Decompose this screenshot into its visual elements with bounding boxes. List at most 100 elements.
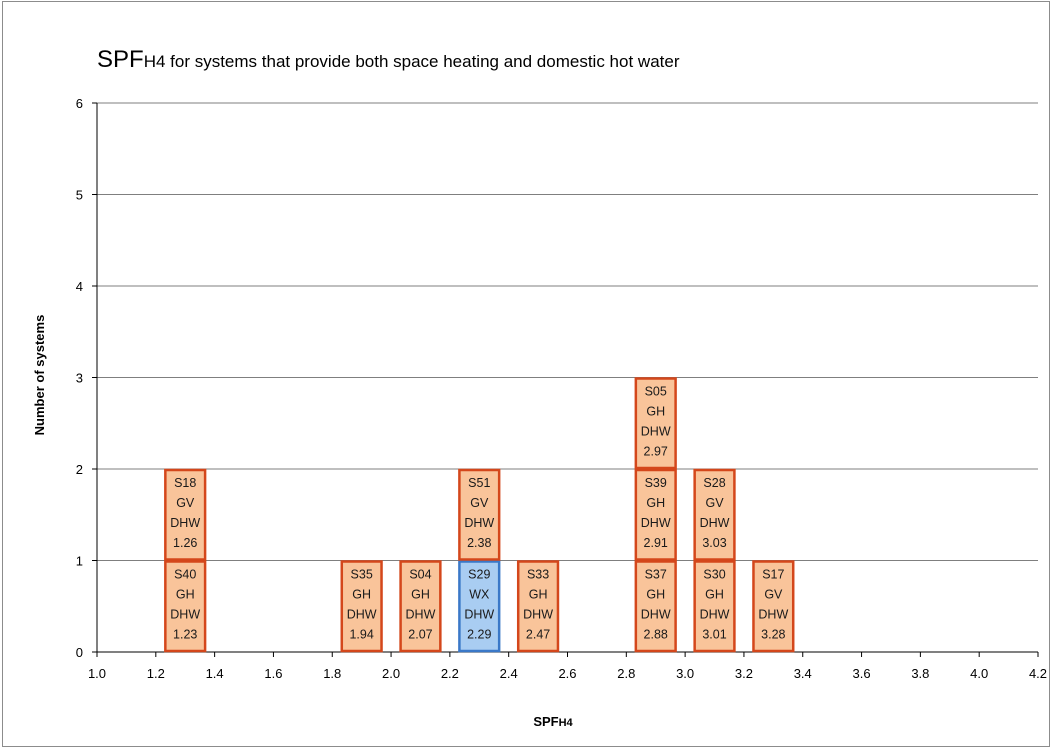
system-type: GH bbox=[411, 588, 430, 602]
x-tick-label-8: 2.6 bbox=[558, 666, 576, 681]
x-tick-label-11: 3.2 bbox=[735, 666, 753, 681]
x-axis-title: SPFH4 bbox=[533, 714, 573, 729]
x-tick-label-9: 2.8 bbox=[617, 666, 635, 681]
system-spf: 2.29 bbox=[467, 628, 491, 642]
system-type: GH bbox=[646, 405, 665, 419]
system-type: GH bbox=[646, 496, 665, 510]
system-box-rect bbox=[693, 560, 736, 653]
system-id: S28 bbox=[703, 476, 725, 490]
system-spf: 2.07 bbox=[408, 628, 432, 642]
y-tick-label-5: 5 bbox=[76, 188, 83, 203]
system-box-rect bbox=[634, 377, 677, 470]
system-id: S33 bbox=[527, 568, 549, 582]
x-tick-label-5: 2.0 bbox=[382, 666, 400, 681]
system-use: DHW bbox=[406, 608, 436, 622]
system-box-s39: S39 GH DHW 2.91 bbox=[634, 468, 677, 561]
system-type: GH bbox=[352, 588, 371, 602]
system-use: DHW bbox=[170, 608, 200, 622]
system-spf: 2.91 bbox=[644, 536, 668, 550]
system-use: DHW bbox=[464, 516, 494, 530]
system-box-s30: S30 GH DHW 3.01 bbox=[693, 560, 736, 653]
system-box-rect bbox=[164, 468, 207, 561]
system-box-s17: S17 GV DHW 3.28 bbox=[752, 560, 795, 653]
system-id: S39 bbox=[645, 476, 667, 490]
system-type: GV bbox=[470, 496, 489, 510]
chart-title-rest: for systems that provide both space heat… bbox=[165, 52, 679, 71]
system-spf: 2.47 bbox=[526, 628, 550, 642]
system-type: GH bbox=[176, 588, 195, 602]
system-box-s04: S04 GH DHW 2.07 bbox=[399, 560, 442, 653]
y-tick-label-6: 6 bbox=[76, 96, 83, 111]
system-box-s18: S18 GV DHW 1.26 bbox=[164, 468, 207, 561]
x-tick-labels: 1.0 1.2 1.4 1.6 1.8 2.0 2.2 2.4 2.6 2.8 3.0 3.2 3.4 3… bbox=[88, 666, 1047, 681]
system-boxes: S40 GH DHW 1.23 S18 GV DHW 1.26 S35 GH DHW 1.94 S04 G… bbox=[164, 377, 795, 653]
chart-title-subscript: H4 bbox=[144, 52, 166, 71]
system-use: DHW bbox=[464, 608, 494, 622]
x-tick-label-6: 2.2 bbox=[441, 666, 459, 681]
system-box-s28: S28 GV DHW 3.03 bbox=[693, 468, 736, 561]
system-use: DHW bbox=[523, 608, 553, 622]
system-spf: 3.28 bbox=[761, 628, 785, 642]
system-id: S04 bbox=[409, 568, 431, 582]
system-id: S30 bbox=[703, 568, 725, 582]
axes bbox=[92, 102, 1039, 657]
chart-svg: SPFH4 for systems that provide both spac… bbox=[32, 46, 1047, 729]
system-use: DHW bbox=[700, 608, 730, 622]
system-id: S17 bbox=[762, 568, 784, 582]
system-spf: 2.88 bbox=[644, 628, 668, 642]
system-box-rect bbox=[164, 560, 207, 653]
system-spf: 2.38 bbox=[467, 536, 491, 550]
system-type: GH bbox=[705, 588, 724, 602]
system-box-s51: S51 GV DHW 2.38 bbox=[458, 468, 501, 561]
system-box-s40: S40 GH DHW 1.23 bbox=[164, 560, 207, 653]
system-type: GV bbox=[706, 496, 725, 510]
system-id: S05 bbox=[645, 385, 667, 399]
system-use: DHW bbox=[641, 425, 671, 439]
system-box-s35: S35 GH DHW 1.94 bbox=[340, 560, 383, 653]
system-spf: 3.01 bbox=[702, 628, 726, 642]
x-tick-label-12: 3.4 bbox=[794, 666, 812, 681]
y-tick-labels: 0 1 2 3 4 5 6 bbox=[76, 96, 83, 660]
system-box-rect bbox=[752, 560, 795, 653]
system-use: DHW bbox=[641, 516, 671, 530]
system-id: S29 bbox=[468, 568, 490, 582]
system-box-s33: S33 GH DHW 2.47 bbox=[516, 560, 560, 653]
x-tick-label-3: 1.6 bbox=[264, 666, 282, 681]
system-type: WX bbox=[469, 588, 490, 602]
x-tick-label-13: 3.6 bbox=[853, 666, 871, 681]
system-box-rect bbox=[340, 560, 383, 653]
system-use: DHW bbox=[641, 608, 671, 622]
y-tick-label-2: 2 bbox=[76, 462, 83, 477]
x-axis-title-sub: H4 bbox=[559, 717, 574, 729]
system-id: S37 bbox=[645, 568, 667, 582]
system-box-rect bbox=[634, 468, 677, 561]
y-tick-label-1: 1 bbox=[76, 554, 83, 569]
system-type: GV bbox=[176, 496, 195, 510]
system-box-rect bbox=[458, 560, 501, 653]
x-tick-label-2: 1.4 bbox=[206, 666, 224, 681]
system-id: S35 bbox=[351, 568, 373, 582]
system-type: GH bbox=[529, 588, 548, 602]
x-tick-label-1: 1.2 bbox=[147, 666, 165, 681]
system-spf: 1.94 bbox=[349, 628, 373, 642]
x-tick-label-7: 2.4 bbox=[500, 666, 518, 681]
chart-title: SPFH4 for systems that provide both spac… bbox=[97, 46, 680, 73]
system-box-s05: S05 GH DHW 2.97 bbox=[634, 377, 677, 470]
x-tick-label-4: 1.8 bbox=[323, 666, 341, 681]
system-box-s37: S37 GH DHW 2.88 bbox=[634, 560, 677, 653]
x-axis-title-main: SPF bbox=[533, 714, 558, 729]
system-use: DHW bbox=[700, 516, 730, 530]
system-use: DHW bbox=[170, 516, 200, 530]
system-spf: 3.03 bbox=[702, 536, 726, 550]
y-tick-label-4: 4 bbox=[76, 279, 83, 294]
system-box-rect bbox=[693, 468, 736, 561]
system-box-rect bbox=[634, 560, 677, 653]
x-tick-label-16: 4.2 bbox=[1029, 666, 1047, 681]
system-use: DHW bbox=[758, 608, 788, 622]
y-tick-label-0: 0 bbox=[76, 645, 83, 660]
system-box-rect bbox=[516, 560, 560, 653]
x-tick-label-0: 1.0 bbox=[88, 666, 106, 681]
gridlines bbox=[97, 102, 1038, 561]
system-use: DHW bbox=[347, 608, 377, 622]
